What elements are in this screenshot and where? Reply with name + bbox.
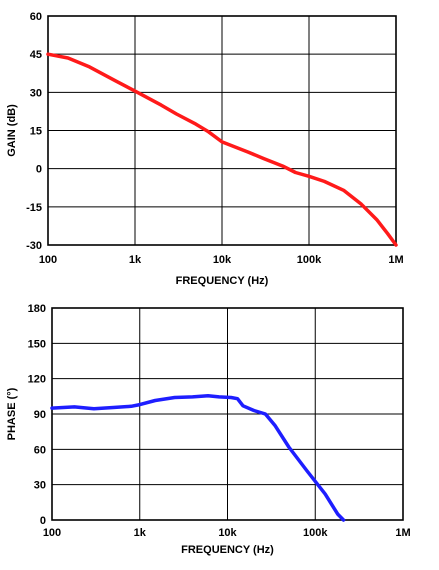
phase-y-tick-label: 180 (28, 303, 46, 315)
gain-y-tick-label: 0 (36, 164, 42, 176)
gain-x-tick-label: 1k (129, 254, 142, 266)
gain-y-tick-label: 45 (30, 49, 42, 61)
phase-x-tick-label: 100k (303, 527, 328, 539)
gain-y-tick-label: -30 (26, 240, 42, 252)
phase-x-tick-label: 100 (43, 527, 61, 539)
gain-y-tick-label: -15 (26, 202, 42, 214)
phase-y-tick-label: 150 (28, 338, 46, 350)
gain-x-tick-label: 1M (388, 254, 403, 266)
gain-y-axis-title: GAIN (dB) (6, 104, 18, 157)
gain-y-tick-label: 15 (30, 126, 42, 138)
phase-y-tick-label: 30 (34, 480, 46, 492)
gain-x-tick-label: 10k (213, 254, 232, 266)
phase-y-tick-label: 60 (34, 444, 46, 456)
phase-y-tick-label: 120 (28, 374, 46, 386)
phase-x-tick-label: 1M (395, 527, 410, 539)
gain-chart: 60 45 30 15 0 -15 -30 100 1k 10k 100k 1M FREQUENCY (… (6, 11, 404, 287)
phase-x-tick-label: 1k (134, 527, 147, 539)
gain-y-tick-label: 30 (30, 87, 42, 99)
gain-x-axis-title: FREQUENCY (Hz) (176, 275, 269, 287)
gain-y-tick-label: 60 (30, 11, 42, 23)
phase-y-axis-title: PHASE (°) (6, 387, 18, 440)
gain-x-tick-label: 100k (297, 254, 322, 266)
phase-y-tick-label: 90 (34, 409, 46, 421)
gain-x-tick-label: 100 (39, 254, 57, 266)
phase-x-axis-title: FREQUENCY (Hz) (181, 544, 274, 556)
phase-y-tick-label: 0 (40, 515, 46, 527)
phase-x-tick-label: 10k (218, 527, 237, 539)
